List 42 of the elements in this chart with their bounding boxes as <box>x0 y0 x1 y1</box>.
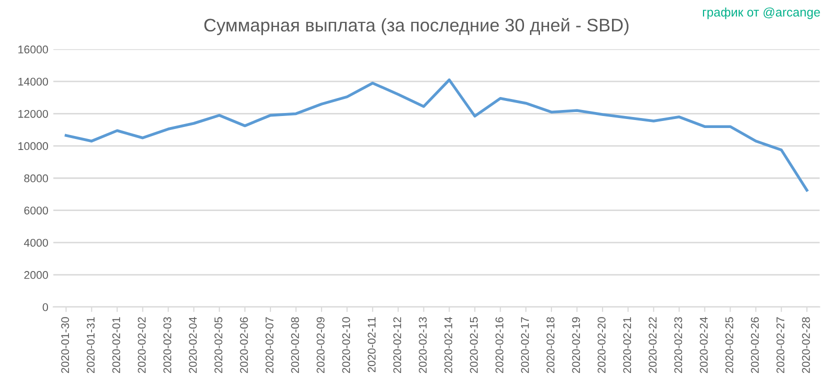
x-tick-label: 2020-02-25 <box>725 317 734 373</box>
y-tick-label: 16000 <box>18 46 48 54</box>
y-tick-label: 0 <box>42 303 48 312</box>
x-tick-label: 2020-02-03 <box>163 317 172 373</box>
x-tick-label: 2020-02-18 <box>546 317 554 373</box>
x-tick-label: 2020-02-26 <box>750 317 759 373</box>
y-tick-label: 2000 <box>24 271 48 279</box>
x-tick-label: 2020-02-21 <box>623 317 632 373</box>
x-tick-label: 2020-02-08 <box>291 317 299 373</box>
y-tick-label: 8000 <box>24 174 48 182</box>
y-tick-label: 10000 <box>18 142 48 150</box>
x-tick-label: 2020-02-09 <box>316 317 325 373</box>
x-tick-label: 2020-02-04 <box>188 317 197 373</box>
x-tick-label: 2020-02-28 <box>802 317 810 373</box>
x-tick-label: 2020-02-19 <box>572 317 580 373</box>
x-tick-label: 2020-02-11 <box>368 317 376 372</box>
x-tick-label: 2020-02-20 <box>598 317 606 373</box>
x-tick-label: 2020-02-14 <box>444 317 452 373</box>
x-tick-label: 2020-02-12 <box>393 317 402 373</box>
x-tick-label: 2020-02-27 <box>776 317 784 373</box>
x-tick-label: 2020-02-24 <box>700 317 708 373</box>
x-tick-label: 2020-02-13 <box>418 317 427 373</box>
y-tick-label: 12000 <box>18 110 48 118</box>
x-tick-label: 2020-02-15 <box>470 317 478 373</box>
x-tick-label: 2020-02-16 <box>495 317 504 373</box>
x-tick-label: 2020-01-30 <box>61 317 70 373</box>
text: график от @arcange <box>702 7 820 20</box>
x-tick-label: 2020-02-23 <box>674 317 682 373</box>
line-series <box>64 78 808 192</box>
x-tick-label: 2020-02-17 <box>521 317 529 373</box>
x-tick-label: 2020-02-01 <box>112 317 120 373</box>
chart-title: Суммарная выплата (за последние 30 дней - SBD) <box>204 18 628 36</box>
x-tick-label: 2020-02-02 <box>138 317 146 373</box>
y-tick-label: 6000 <box>24 206 48 214</box>
x-tick-label: 2020-02-07 <box>266 317 274 373</box>
x-tick-label: 2020-01-31 <box>86 317 95 373</box>
y-tick-label: 4000 <box>24 238 48 247</box>
x-tick-label: 2020-02-05 <box>214 317 222 373</box>
y-tick-label: 14000 <box>18 78 48 86</box>
x-tick-label: 2020-02-06 <box>240 317 248 373</box>
x-tick-label: 2020-02-10 <box>342 317 350 373</box>
x-tick-label: 2020-02-22 <box>648 317 657 373</box>
